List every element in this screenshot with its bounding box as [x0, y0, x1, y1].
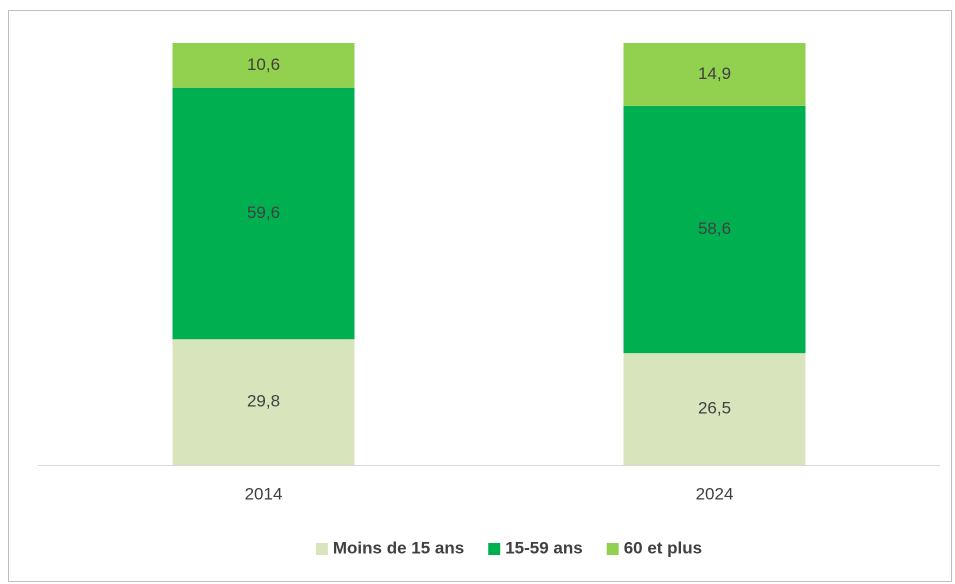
- bar-segment: [172, 87, 355, 340]
- data-label: 29,8: [247, 392, 280, 411]
- legend-swatch: [315, 543, 328, 555]
- bar-segment: [172, 43, 355, 88]
- data-label: 14,9: [698, 64, 731, 83]
- data-label: 59,6: [247, 203, 280, 222]
- bar-segment: [623, 353, 806, 465]
- bar-segment: [172, 339, 355, 465]
- legend-label: Moins de 15 ans: [333, 538, 464, 557]
- bar-segment: [623, 43, 806, 106]
- data-label: 10,6: [247, 55, 280, 74]
- legend-swatch: [606, 543, 619, 555]
- bar-segment: [623, 105, 806, 354]
- chart-frame: [8, 10, 952, 582]
- data-label: 58,6: [698, 219, 731, 238]
- x-tick-label: 2014: [245, 484, 283, 503]
- legend-label: 60 et plus: [624, 538, 702, 557]
- data-label: 26,5: [698, 399, 731, 418]
- legend-label: 15-59 ans: [505, 538, 583, 557]
- x-tick-label: 2024: [696, 484, 734, 503]
- legend-swatch: [488, 543, 501, 555]
